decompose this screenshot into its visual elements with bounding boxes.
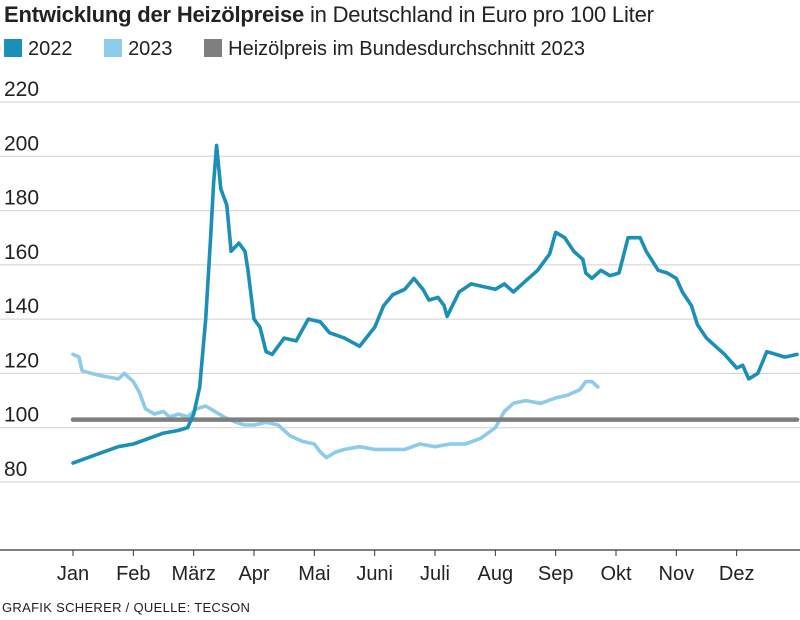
y-tick-label-120: 120	[4, 349, 39, 372]
x-tick-label-10: Nov	[659, 563, 695, 585]
series-line-2022	[71, 143, 799, 465]
axis-layer: 80 100 120 140 160 180 200 220 Jan Feb März Apr Mai J…	[0, 78, 800, 585]
y-tick-label-160: 160	[4, 241, 39, 264]
y-tick-label-200: 200	[4, 132, 39, 155]
legend-label-2022: 2022	[28, 38, 73, 60]
x-tick-label-2: März	[171, 563, 215, 585]
y-tick-label-180: 180	[4, 187, 39, 210]
source-note: GRAFIK SCHERER / QUELLE: TECSON	[2, 600, 251, 615]
chart-title-bold: Entwicklung der Heizölpreise	[4, 2, 305, 27]
legend-swatch-2023	[104, 39, 123, 57]
y-tick-label-140: 140	[4, 295, 39, 318]
x-tick-label-0: Jan	[57, 563, 89, 585]
series-line-2023	[71, 352, 600, 460]
legend-item-2022: 2022	[4, 38, 73, 61]
legend-item-average: Heizölpreis im Bundesdurchschnitt 2023	[204, 38, 585, 61]
y-tick-label-80: 80	[4, 458, 27, 481]
chart-title: Entwicklung der Heizölpreise in Deutschl…	[4, 2, 654, 28]
y-tick-label-100: 100	[4, 404, 39, 427]
chart-title-rest: in Deutschland in Euro pro 100 Liter	[304, 2, 654, 27]
x-tick-label-1: Feb	[116, 563, 150, 585]
legend-item-2023: 2023	[104, 38, 173, 61]
legend-label-2023: 2023	[128, 38, 173, 60]
x-tick-label-6: Juli	[420, 563, 450, 585]
x-tick-label-7: Aug	[478, 563, 514, 585]
x-tick-label-8: Sep	[538, 563, 574, 585]
legend: 2022 2023 Heizölpreis im Bundesdurchschn…	[4, 38, 611, 61]
legend-swatch-average	[204, 39, 223, 57]
x-tick-label-4: Mai	[298, 563, 330, 585]
x-tick-label-9: Okt	[600, 563, 632, 585]
legend-label-average: Heizölpreis im Bundesdurchschnitt 2023	[228, 38, 585, 60]
legend-swatch-2022	[4, 39, 22, 57]
x-tick-label-11: Dez	[719, 563, 755, 585]
x-tick-label-5: Juni	[356, 563, 393, 585]
y-tick-label-220: 220	[4, 78, 39, 101]
series-layer	[70, 143, 800, 465]
x-tick-label-3: Apr	[238, 563, 269, 585]
grid-layer	[0, 101, 800, 483]
